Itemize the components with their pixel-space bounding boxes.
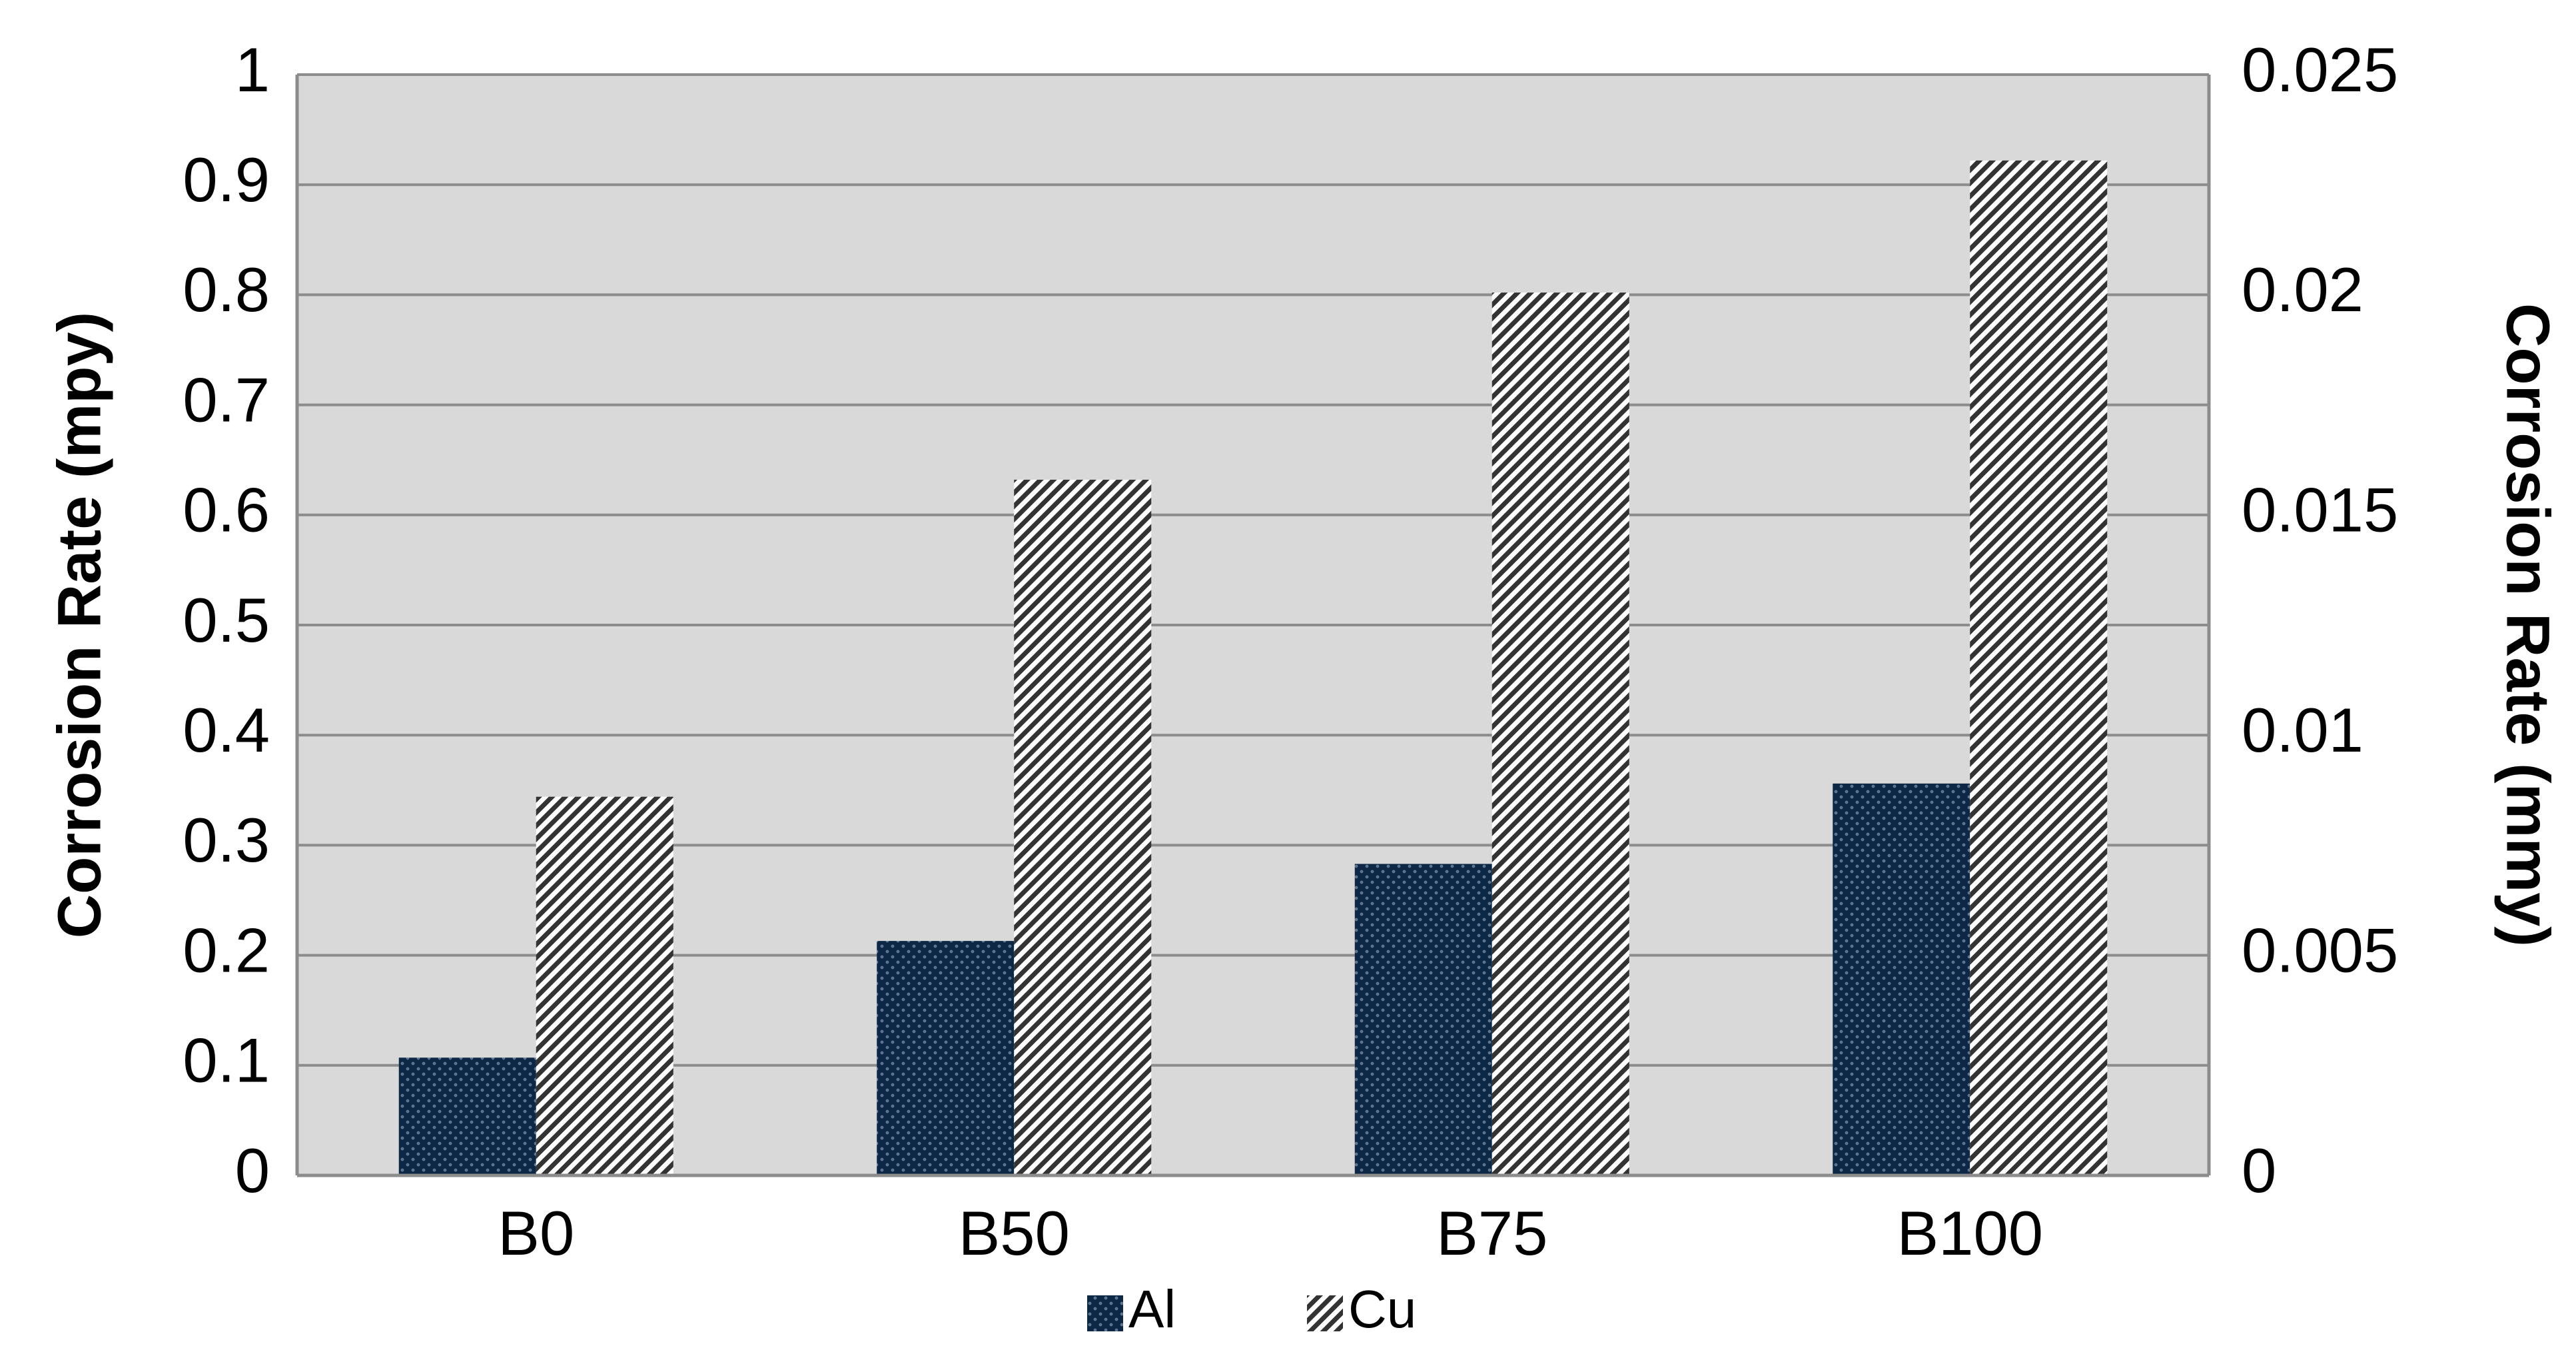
legend-label-cu: Cu bbox=[1348, 1279, 1416, 1339]
y-tick-label-left: 0.7 bbox=[183, 364, 270, 434]
y-tick-label-right: 0 bbox=[2242, 1135, 2276, 1205]
legend-swatch-al bbox=[1087, 1295, 1123, 1331]
y-ticks-right: 0 0.005 0.01 0.015 0.02 0.025 bbox=[2242, 35, 2398, 1205]
y-axis-title-right: Corrosion Rate (mmy) bbox=[2494, 303, 2562, 947]
y-tick-label-left: 0.8 bbox=[183, 255, 270, 325]
y-tick-label-right: 0.005 bbox=[2242, 915, 2398, 985]
y-axis-title-left: Corrosion Rate (mpy) bbox=[45, 312, 113, 939]
bar-al bbox=[398, 1057, 536, 1175]
bars bbox=[398, 160, 2108, 1176]
y-tick-label-left: 0.2 bbox=[183, 915, 270, 985]
bar-al bbox=[1354, 864, 1492, 1175]
bar-cu bbox=[1492, 293, 1629, 1176]
x-tick-label: B0 bbox=[498, 1198, 574, 1268]
x-tick-label: B50 bbox=[959, 1198, 1070, 1268]
bar-al bbox=[877, 941, 1015, 1175]
legend: Al Cu bbox=[1087, 1279, 1416, 1339]
y-tick-label-right: 0.025 bbox=[2242, 35, 2398, 105]
y-tick-label-left: 0.6 bbox=[183, 475, 270, 545]
y-tick-label-right: 0.02 bbox=[2242, 255, 2363, 325]
y-tick-label-left: 0.1 bbox=[183, 1025, 270, 1095]
legend-label-al: Al bbox=[1128, 1279, 1176, 1339]
y-ticks-left: 0 0.1 0.2 0.3 0.4 0.5 0.6 0.7 0.8 0.9 1 bbox=[183, 35, 270, 1205]
x-ticks: B0 B50 B75 B100 bbox=[498, 1198, 2043, 1268]
y-tick-label-right: 0.01 bbox=[2242, 695, 2363, 765]
y-tick-label-left: 0 bbox=[235, 1135, 270, 1205]
bar-cu bbox=[1014, 479, 1152, 1175]
bar-al bbox=[1833, 783, 1970, 1175]
y-tick-label-left: 0.3 bbox=[183, 805, 270, 875]
y-tick-label-right: 0.015 bbox=[2242, 475, 2398, 545]
x-tick-label: B100 bbox=[1897, 1198, 2043, 1268]
y-tick-label-left: 0.5 bbox=[183, 585, 270, 655]
legend-swatch-cu bbox=[1307, 1295, 1343, 1331]
y-tick-label-left: 1 bbox=[235, 35, 270, 105]
bar-cu bbox=[536, 796, 673, 1175]
y-tick-label-left: 0.4 bbox=[183, 695, 270, 765]
bar-cu bbox=[1970, 160, 2108, 1176]
y-tick-label-left: 0.9 bbox=[183, 145, 270, 215]
x-tick-label: B75 bbox=[1436, 1198, 1547, 1268]
